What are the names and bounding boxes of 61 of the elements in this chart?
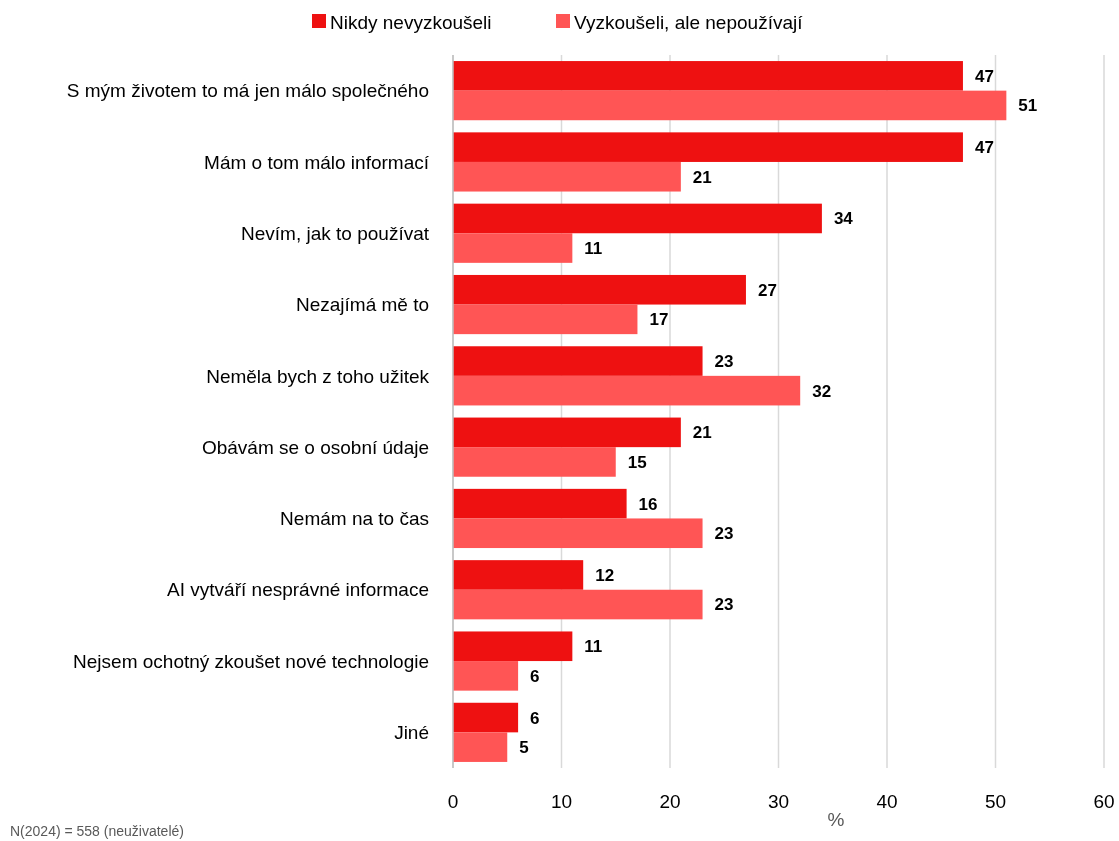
data-label: 47 [974, 138, 994, 158]
legend-label: Vyzkoušeli, ale nepoužívají [574, 11, 804, 33]
bar [453, 631, 573, 662]
bar [453, 518, 703, 549]
bar [453, 375, 801, 406]
bar [453, 132, 963, 162]
data-label: 51 [1018, 96, 1038, 116]
x-tick-label: 40 [876, 791, 898, 812]
y-tick-label: AI vytváří nesprávné informace [167, 579, 429, 601]
x-tick-label: 30 [767, 791, 790, 812]
text: N(2024) = 558 (neuživatelé) [10, 823, 184, 839]
x-axis-title: % [827, 809, 845, 830]
bar [453, 90, 1007, 121]
bar [453, 346, 703, 376]
y-tick-label: S mým životem to má jen málo společného [66, 80, 429, 102]
data-label: 23 [714, 524, 734, 544]
bar [453, 702, 519, 733]
bar [453, 447, 616, 477]
data-label: 21 [692, 167, 712, 187]
data-label: 16 [638, 494, 658, 514]
y-tick-label: Nemám na to čas [280, 508, 429, 530]
bar [453, 233, 573, 263]
bar [453, 732, 508, 762]
y-tick-label: Neměla bych z toho užitek [206, 365, 430, 387]
bar [453, 417, 681, 448]
bar [453, 203, 822, 234]
data-label: 6 [530, 666, 540, 686]
legend-label: Nikdy nevyzkoušeli [330, 11, 492, 33]
data-label: 47 [974, 66, 994, 86]
data-label: 12 [595, 565, 615, 585]
bar [453, 304, 638, 335]
y-tick-label: Jiné [394, 722, 429, 743]
x-tick-label: 0 [447, 791, 459, 812]
data-label: 5 [519, 738, 529, 758]
bar [453, 61, 963, 91]
y-tick-label: Nezajímá mě to [295, 294, 429, 316]
bar [453, 589, 703, 620]
x-tick-label: 60 [1093, 791, 1115, 812]
bar [453, 661, 519, 691]
bar [453, 161, 681, 192]
data-label: 17 [649, 310, 669, 330]
y-tick-label: Mám o tom málo informací [204, 151, 430, 173]
x-tick-label: 50 [984, 791, 1007, 812]
data-label: 34 [833, 209, 854, 229]
x-tick-label: 10 [550, 791, 573, 812]
data-label: 6 [530, 708, 540, 728]
data-label: 11 [584, 637, 603, 657]
data-label: 21 [692, 423, 712, 443]
data-label: 15 [627, 452, 647, 472]
data-label: 11 [584, 238, 603, 258]
bar [453, 488, 627, 519]
y-tick-label: Nevím, jak to používat [241, 222, 430, 244]
data-label: 27 [757, 280, 777, 300]
x-tick-label: 20 [659, 791, 681, 812]
data-label: 23 [714, 595, 734, 615]
data-label: 23 [714, 352, 734, 372]
bar [453, 560, 584, 590]
bar [453, 274, 746, 305]
y-tick-label: Nejsem ochotný zkoušet nové technologie [73, 650, 429, 672]
y-tick-label: Obávám se o osobní údaje [201, 436, 429, 458]
data-label: 32 [812, 381, 832, 401]
